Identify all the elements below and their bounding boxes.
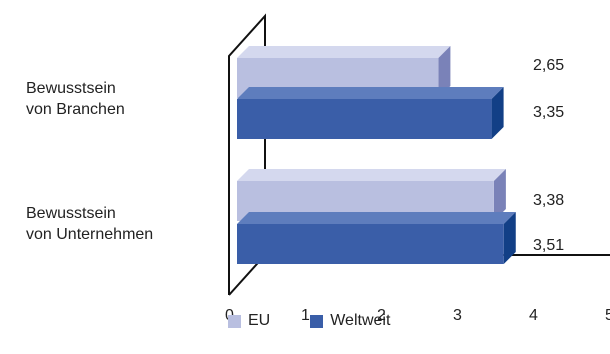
x-tick-label-4: 4	[529, 307, 538, 324]
value-label-weltweit-2: 3,51	[533, 237, 564, 254]
legend-swatch-weltweit	[310, 314, 324, 328]
category-label-2-line-2: von Unternehmen	[26, 226, 154, 243]
bar-weltweit-2	[237, 212, 516, 264]
legend-label-weltweit: Weltweit	[330, 312, 391, 329]
value-label-weltweit-1: 3,35	[533, 104, 564, 121]
x-tick-label-5: 5	[605, 307, 610, 324]
legend-item-weltweit: Weltweit	[310, 312, 390, 330]
value-label-eu-1: 2,65	[533, 57, 564, 74]
category-label-1: Bewusstsein von Branchen	[26, 78, 125, 120]
legend-label-eu: EU	[248, 312, 271, 329]
category-label-2: Bewusstsein von Unternehmen	[26, 203, 153, 245]
legend: EU Weltweit	[228, 312, 430, 330]
category-label-1-line-1: Bewusstsein	[26, 80, 116, 97]
chart-bars	[237, 46, 516, 264]
category-label-1-line-2: von Branchen	[26, 101, 125, 118]
legend-item-eu: EU	[228, 312, 270, 330]
bar-weltweit-1	[237, 87, 504, 139]
category-label-2-line-1: Bewusstsein	[26, 205, 116, 222]
legend-swatch-eu	[228, 314, 241, 328]
x-tick-label-3: 3	[453, 307, 462, 324]
x-tick-label-1: 1	[301, 307, 310, 324]
value-label-eu-2: 3,38	[533, 192, 564, 209]
value-labels: 2,65 3,38 3,35 3,51	[533, 57, 564, 254]
x-tick-label-2: 2	[377, 307, 386, 324]
